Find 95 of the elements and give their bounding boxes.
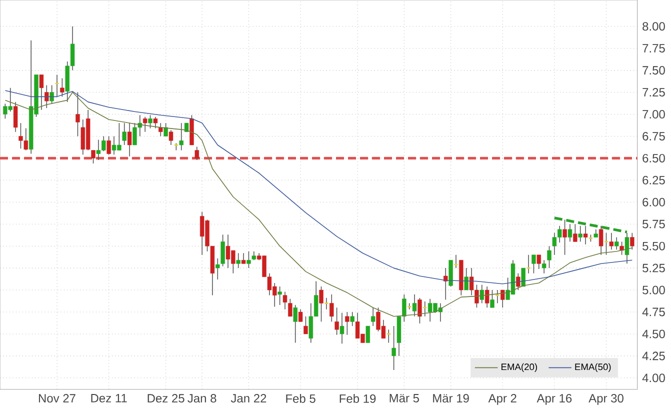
candlestick [516, 272, 520, 290]
y-tick-label: 7.75 [642, 44, 665, 53]
y-tick-label: 6.50 [642, 154, 665, 162]
candlestick [500, 290, 505, 308]
candlestick [44, 84, 49, 108]
candlestick [350, 312, 354, 326]
candlestick [484, 286, 490, 308]
candlestick [241, 252, 246, 264]
candlestick [464, 268, 468, 290]
candlestick [106, 136, 111, 156]
candlestick [319, 286, 324, 322]
candlestick [542, 260, 546, 274]
candlestick [220, 234, 225, 267]
x-tick-label: Dez 25 [148, 394, 184, 403]
candlestick [76, 92, 80, 137]
candlestick [614, 236, 619, 250]
y-tick-label: 6.00 [642, 198, 665, 206]
candlestick [330, 294, 334, 322]
candlestick [50, 84, 54, 104]
candlestick [345, 312, 350, 336]
x-tick-label: Nov 27 [38, 394, 76, 403]
y-tick-label: 7.50 [642, 66, 665, 75]
y-tick-label: 6.75 [642, 132, 665, 140]
candlestick [609, 232, 614, 250]
x-tick-label: Apr 30 [588, 394, 624, 405]
candlestick [13, 102, 18, 132]
candlestick [293, 304, 298, 344]
candlestick [406, 302, 412, 310]
x-tick-label: Jan 8 [188, 394, 216, 403]
legend-label: EMA(50) [575, 363, 611, 372]
y-tick-label: 4.00 [642, 374, 665, 382]
candlestick [179, 122, 184, 151]
candlestick [370, 307, 376, 326]
y-tick-label: 5.25 [642, 264, 665, 272]
candlestick [91, 150, 96, 164]
x-tick-label: Apr 16 [536, 394, 572, 405]
candlestick [480, 284, 484, 304]
candlestick [168, 130, 174, 146]
candlestick [366, 326, 370, 344]
candlestick [288, 298, 292, 317]
candlestick [142, 116, 148, 132]
candlestick [422, 301, 428, 317]
candlestick [246, 250, 251, 268]
candlestick [573, 224, 578, 242]
candlestick [630, 232, 634, 250]
candlestick [298, 308, 303, 322]
x-tick-label: Feb 5 [286, 394, 316, 403]
legend-label: EMA(20) [502, 363, 537, 372]
candlestick [604, 232, 609, 256]
candlestick [216, 258, 220, 280]
candlestick [490, 290, 494, 308]
candlestick [304, 316, 308, 334]
y-tick-label: 6.25 [642, 176, 665, 184]
candlestick [334, 307, 339, 336]
candlestick [547, 246, 552, 268]
y-tick-label: 4.25 [642, 352, 665, 360]
candlestick [494, 290, 500, 304]
candlestick [278, 286, 282, 306]
y-tick-label: 7.25 [642, 88, 665, 97]
y-tick-label: 4.75 [642, 308, 665, 316]
x-tick-label: Mär 5 [390, 394, 419, 402]
candlestick [562, 219, 567, 256]
candlestick [583, 225, 588, 245]
candlestick [158, 122, 163, 137]
candlestick [127, 122, 132, 157]
y-tick-label: 5.50 [642, 242, 665, 250]
x-tick-label: Apr 2 [488, 394, 516, 405]
x-tick-label: Dez 11 [91, 394, 127, 402]
candlestick [536, 254, 541, 270]
candlestick [148, 114, 152, 129]
candlestick [282, 291, 288, 310]
y-tick-label: 5.75 [642, 220, 665, 228]
x-tick-label: Jan 22 [230, 394, 266, 403]
candlestick [598, 225, 604, 256]
candlestick [340, 312, 344, 344]
candlestick [392, 326, 396, 370]
candlestick [236, 252, 240, 268]
candlestick [194, 146, 200, 160]
candlestick [532, 254, 536, 274]
candlestick [39, 74, 44, 110]
candlestick [418, 298, 422, 324]
y-tick-label: 7.00 [642, 110, 665, 119]
candlestick [153, 116, 158, 129]
x-tick-label: Mär 19 [433, 394, 469, 403]
candlestick [60, 78, 64, 98]
candlestick [324, 298, 329, 310]
candlestick [122, 122, 126, 146]
y-tick-label: 8.00 [642, 22, 665, 31]
candlestick [620, 241, 624, 256]
candlestick [444, 268, 448, 300]
candlestick [412, 294, 417, 317]
y-tick-label: 4.50 [642, 330, 665, 338]
candlestick [164, 122, 168, 137]
y-tick-label: 5.00 [642, 286, 665, 294]
x-tick-label: Feb 19 [340, 394, 376, 403]
